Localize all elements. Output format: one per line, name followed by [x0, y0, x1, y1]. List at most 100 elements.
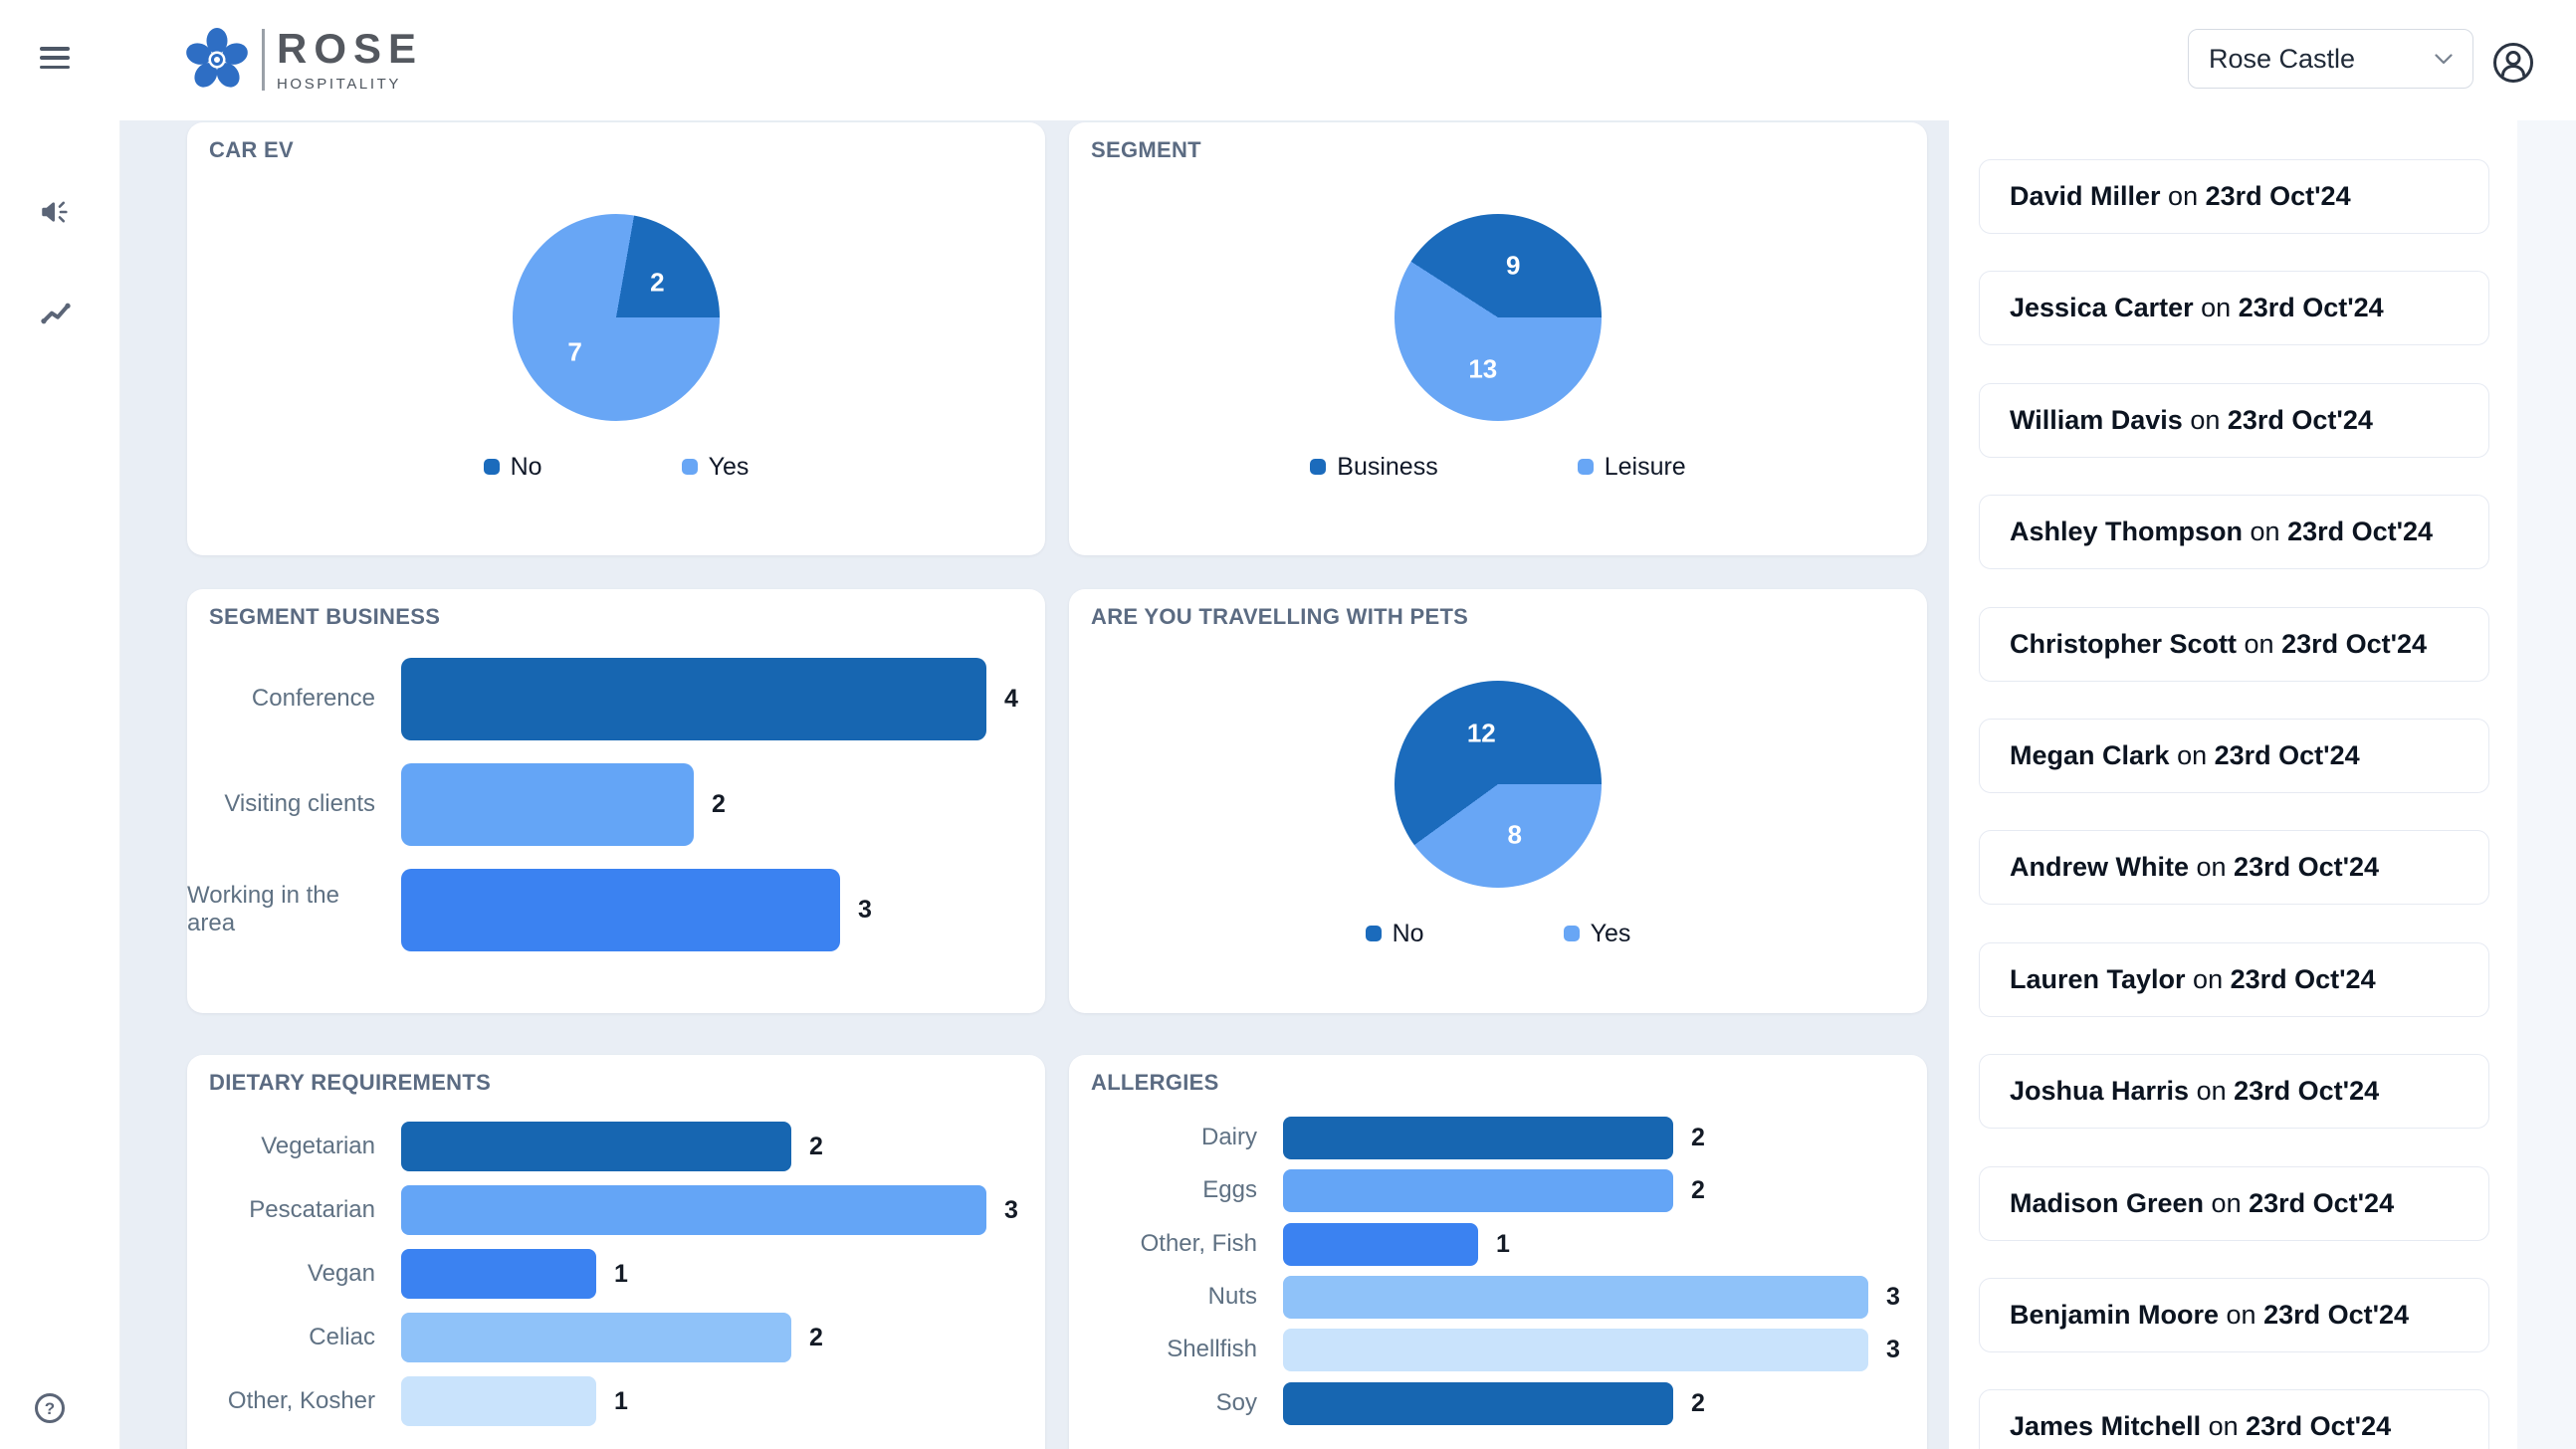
logo-divider — [262, 29, 265, 91]
app-header: ROSE HOSPITALITY Rose Castle — [0, 0, 2576, 120]
response-name: Jessica Carter — [2010, 293, 2194, 323]
response-list-item[interactable]: Christopher Scott on 23rd Oct'24 — [1979, 606, 2489, 682]
legend-label: No — [510, 452, 542, 481]
legend-swatch — [1310, 459, 1327, 475]
pie-value-label: 9 — [1505, 250, 1521, 281]
response-name: Andrew White — [2010, 852, 2189, 883]
bar-row: Nuts 3 — [1069, 1275, 1927, 1319]
response-date: 23rd Oct'24 — [2246, 1411, 2392, 1442]
chart-legend: No Yes — [187, 451, 1045, 483]
chart-legend: No Yes — [1069, 918, 1927, 949]
bar-row: Working in the area 3 — [187, 868, 1045, 951]
chart-card-dietary: DIETARY REQUIREMENTS Vegetarian 2 Pescatar… — [187, 1055, 1045, 1449]
response-list-item[interactable]: David Miller on 23rd Oct'24 — [1979, 159, 2489, 234]
brand-logo: ROSE HOSPITALITY — [182, 25, 423, 95]
response-connector: on — [2189, 1076, 2235, 1107]
bar-category-label: Eggs — [1202, 1176, 1257, 1203]
bar-category-label: Visiting clients — [224, 790, 375, 817]
trend-line-icon[interactable] — [40, 299, 72, 326]
legend-swatch — [1577, 459, 1594, 475]
bar-row: Conference 4 — [187, 657, 1045, 740]
bar-row: Celiac 2 — [187, 1313, 1045, 1362]
response-name: William Davis — [2010, 404, 2183, 435]
response-date: 23rd Oct'24 — [2234, 852, 2380, 883]
response-connector: on — [2204, 1187, 2250, 1218]
logo-subtitle: HOSPITALITY — [277, 75, 402, 93]
bar-value-label: 2 — [1691, 1175, 1705, 1204]
response-connector: on — [2201, 1411, 2247, 1442]
help-icon[interactable]: ? — [33, 1391, 67, 1425]
response-list-item[interactable]: Jessica Carter on 23rd Oct'24 — [1979, 271, 2489, 346]
response-list-item[interactable]: Madison Green on 23rd Oct'24 — [1979, 1165, 2489, 1241]
pie-value-label: 8 — [1507, 819, 1522, 850]
response-name: David Miller — [2010, 181, 2161, 211]
response-date: 23rd Oct'24 — [2287, 517, 2434, 547]
legend-swatch — [1365, 926, 1382, 941]
bar-value-label: 1 — [614, 1386, 628, 1415]
bar-value-label: 2 — [809, 1323, 823, 1351]
response-list-item[interactable]: Joshua Harris on 23rd Oct'24 — [1979, 1054, 2489, 1130]
response-list-item[interactable]: Lauren Taylor on 23rd Oct'24 — [1979, 941, 2489, 1017]
response-name: James Mitchell — [2010, 1411, 2202, 1442]
response-connector: on — [2237, 628, 2282, 659]
bar — [1283, 1275, 1868, 1319]
chart-title: SEGMENT — [1091, 137, 1201, 162]
svg-text:?: ? — [45, 1399, 55, 1418]
bar-row: Eggs 2 — [1069, 1168, 1927, 1212]
bar — [401, 1376, 596, 1426]
chart-card-segment-business: SEGMENT BUSINESS Conference 4 Visiting cli… — [187, 589, 1045, 1013]
chart-title: CAR EV — [209, 137, 294, 162]
chart-title: DIETARY REQUIREMENTS — [209, 1070, 492, 1095]
response-list-item[interactable]: James Mitchell on 23rd Oct'24 — [1979, 1389, 2489, 1449]
bar-row: Other, Fish 1 — [1069, 1222, 1927, 1266]
response-connector: on — [2189, 852, 2235, 883]
bar-value-label: 3 — [1886, 1335, 1900, 1363]
bar — [1283, 1381, 1673, 1425]
response-list-item[interactable]: Andrew White on 23rd Oct'24 — [1979, 830, 2489, 906]
bar-category-label: Nuts — [1207, 1283, 1257, 1310]
response-connector: on — [2160, 181, 2206, 211]
chart-card-car-ev: CAR EV 2 7 No Yes — [187, 122, 1045, 555]
bar-row: Soy 2 — [1069, 1381, 1927, 1425]
bar — [401, 762, 694, 846]
property-selector-value: Rose Castle — [2209, 43, 2356, 74]
chart-title: ARE YOU TRAVELLING WITH PETS — [1091, 604, 1469, 629]
pie-chart-pets: 12 8 — [1395, 681, 1602, 888]
bar-category-label: Pescatarian — [249, 1196, 375, 1223]
response-connector: on — [2169, 740, 2215, 770]
bar-category-label: Soy — [1215, 1389, 1257, 1416]
menu-icon[interactable] — [40, 47, 70, 69]
response-list-item[interactable]: Benjamin Moore on 23rd Oct'24 — [1979, 1278, 2489, 1352]
chart-card-allergies: ALLERGIES Dairy 2 Eggs 2 Other, Fish 1 Nuts 3 Sh… — [1069, 1055, 1927, 1449]
property-selector[interactable]: Rose Castle — [2188, 29, 2473, 89]
bar — [1283, 1116, 1673, 1159]
response-name: Lauren Taylor — [2010, 963, 2186, 994]
bar-value-label: 1 — [1496, 1229, 1510, 1258]
bar — [401, 1185, 986, 1235]
bar-value-label: 2 — [809, 1132, 823, 1160]
bar — [401, 1122, 791, 1171]
legend-item: Yes — [681, 453, 749, 482]
response-date: 23rd Oct'24 — [2281, 628, 2428, 659]
bar-row: Shellfish 3 — [1069, 1328, 1927, 1371]
bar — [401, 1313, 791, 1362]
logo-name: ROSE — [277, 24, 424, 72]
response-date: 23rd Oct'24 — [2263, 1300, 2410, 1330]
bar-value-label: 3 — [858, 895, 872, 924]
pie-value-label: 2 — [650, 267, 665, 298]
bar-category-label: Vegan — [307, 1260, 375, 1287]
response-name: Madison Green — [2010, 1187, 2205, 1218]
response-list-item[interactable]: Ashley Thompson on 23rd Oct'24 — [1979, 495, 2489, 570]
bar-value-label: 4 — [1004, 684, 1018, 713]
response-list-item[interactable]: Megan Clark on 23rd Oct'24 — [1979, 719, 2489, 793]
bar — [401, 1249, 596, 1299]
megaphone-icon[interactable] — [38, 195, 72, 229]
response-connector: on — [2219, 1300, 2264, 1330]
response-connector: on — [2193, 293, 2239, 323]
response-list-item[interactable]: William Davis on 23rd Oct'24 — [1979, 382, 2489, 458]
responses-panel: David Miller on 23rd Oct'24 Jessica Carte… — [1949, 120, 2517, 1449]
response-date: 23rd Oct'24 — [2205, 181, 2351, 211]
bar-row: Vegan 1 — [187, 1249, 1045, 1299]
user-avatar-icon[interactable] — [2491, 41, 2535, 85]
